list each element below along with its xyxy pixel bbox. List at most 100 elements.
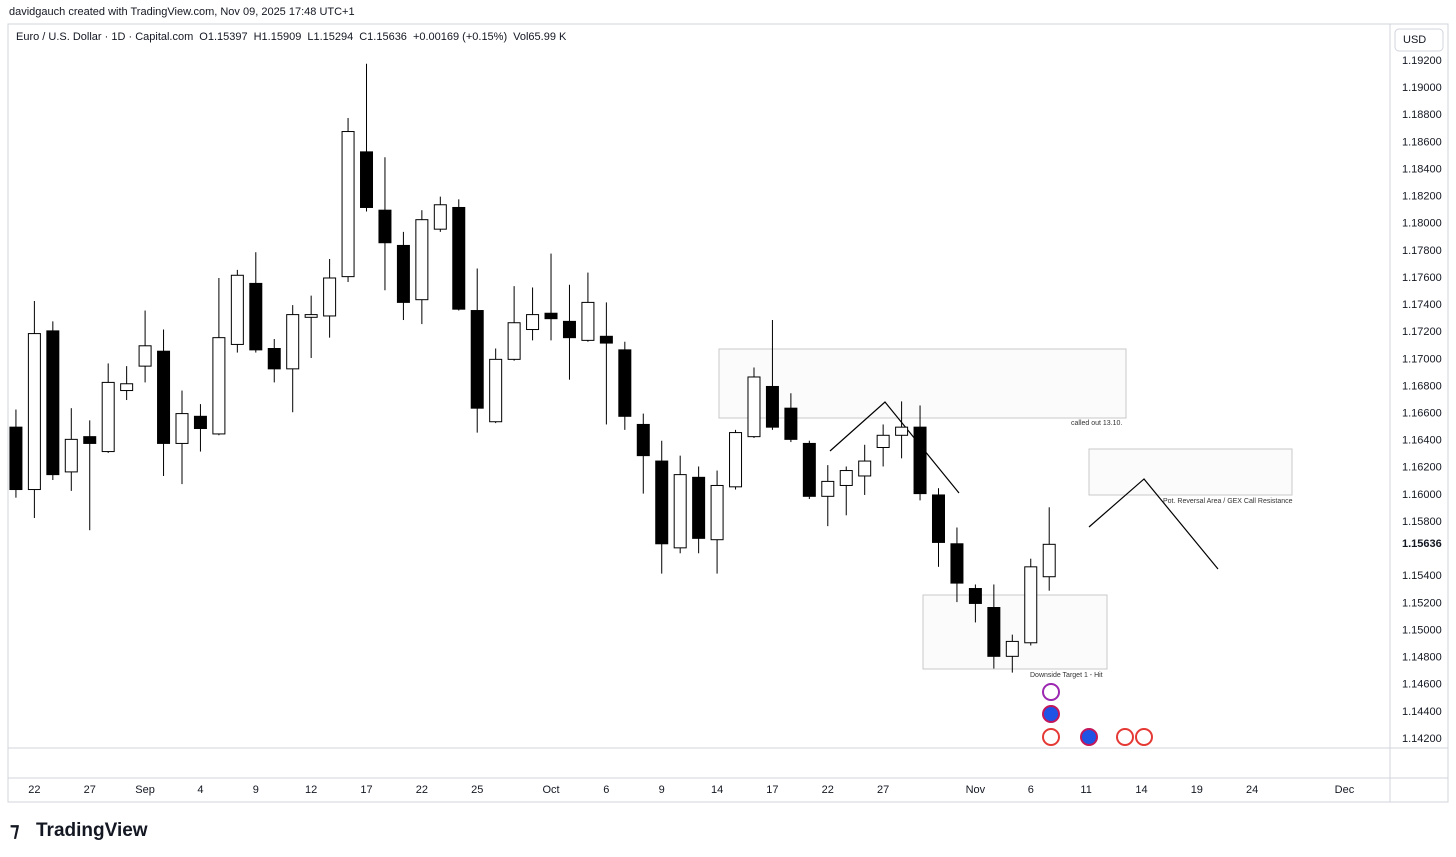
x-tick-label: 22 bbox=[822, 784, 834, 796]
candle-body bbox=[323, 277, 337, 317]
candle-body bbox=[286, 314, 300, 370]
x-tick-label: Nov bbox=[966, 784, 986, 796]
x-tick-label: 22 bbox=[28, 784, 40, 796]
candle-body bbox=[9, 426, 23, 491]
y-tick-label: 1.15400 bbox=[1402, 570, 1442, 582]
candle-body bbox=[913, 426, 927, 495]
candle-body bbox=[433, 204, 447, 230]
x-tick-label: 6 bbox=[1028, 784, 1034, 796]
candle-body bbox=[765, 385, 779, 428]
event-icons bbox=[1042, 683, 1153, 746]
x-tick-label: 27 bbox=[877, 784, 889, 796]
candle-body bbox=[83, 436, 97, 444]
y-tick-label: 1.18000 bbox=[1402, 218, 1442, 230]
candle-body bbox=[581, 301, 595, 341]
x-tick-label: Dec bbox=[1335, 784, 1355, 796]
candle-body bbox=[101, 381, 115, 453]
candle-body bbox=[304, 314, 318, 318]
x-tick-label: 17 bbox=[766, 784, 778, 796]
y-tick-label: 1.19000 bbox=[1402, 82, 1442, 94]
zone-box bbox=[922, 594, 1108, 670]
y-tick-label: 1.16800 bbox=[1402, 380, 1442, 392]
candle-body bbox=[175, 413, 189, 444]
credit: davidgauch created with TradingView.com,… bbox=[9, 6, 355, 18]
candle-body bbox=[27, 333, 41, 491]
candle-body bbox=[692, 476, 706, 539]
y-tick-label: 1.17600 bbox=[1402, 272, 1442, 284]
candle-body bbox=[193, 415, 207, 430]
candle-body bbox=[138, 345, 152, 367]
annotation: called out 13.10. bbox=[1071, 420, 1122, 427]
candle-body bbox=[230, 274, 244, 345]
y-tick-label: 1.14400 bbox=[1402, 706, 1442, 718]
legend-open: O1.15397 bbox=[199, 31, 247, 43]
x-tick-label: 17 bbox=[360, 784, 372, 796]
candle-body bbox=[507, 322, 521, 360]
candle-body bbox=[729, 432, 743, 488]
candle-body bbox=[396, 244, 410, 303]
candle-body bbox=[655, 460, 669, 545]
event-icon[interactable] bbox=[1042, 705, 1060, 723]
event-icon[interactable] bbox=[1042, 683, 1060, 701]
x-tick-label: 24 bbox=[1246, 784, 1258, 796]
legend-low: L1.15294 bbox=[307, 31, 353, 43]
y-tick-label: 1.14600 bbox=[1402, 679, 1442, 691]
candle-body bbox=[858, 460, 872, 477]
event-icon[interactable] bbox=[1135, 728, 1153, 746]
y-tick-label: 1.16000 bbox=[1402, 489, 1442, 501]
x-tick-label: 6 bbox=[603, 784, 609, 796]
currency-button[interactable] bbox=[1394, 28, 1444, 52]
candle-body bbox=[802, 442, 816, 497]
currency-label[interactable]: USD bbox=[1403, 34, 1426, 46]
x-tick-label: 27 bbox=[84, 784, 96, 796]
candle-body bbox=[1024, 566, 1038, 644]
candle-body bbox=[987, 607, 1001, 657]
legend: Euro / U.S. Dollar · 1D · Capital.com O1.… bbox=[16, 31, 567, 43]
annotation: Pot. Reversal Area / GEX Call Resistance bbox=[1163, 498, 1293, 505]
candle-body bbox=[784, 407, 798, 440]
candle-body bbox=[931, 494, 945, 543]
y-tick-label: 1.16200 bbox=[1402, 462, 1442, 474]
candle-body bbox=[562, 320, 576, 339]
y-tick-label: 1.18600 bbox=[1402, 136, 1442, 148]
candle-body bbox=[839, 470, 853, 486]
y-tick-label: 1.14800 bbox=[1402, 652, 1442, 664]
candle-body bbox=[747, 376, 761, 438]
event-icon[interactable] bbox=[1042, 728, 1060, 746]
candle-body bbox=[249, 282, 263, 351]
candle-body bbox=[710, 484, 724, 541]
candle-body bbox=[267, 348, 281, 370]
logo: TradingView bbox=[36, 820, 148, 841]
x-tick-label: 11 bbox=[1080, 784, 1091, 796]
candle-body bbox=[157, 350, 171, 444]
candle-body bbox=[46, 330, 60, 476]
legend-volume: Vol65.99 K bbox=[513, 31, 567, 43]
event-icon[interactable] bbox=[1080, 728, 1098, 746]
chart-frame bbox=[7, 23, 1449, 803]
zone-box bbox=[1088, 448, 1293, 496]
candle-body bbox=[378, 209, 392, 244]
x-tick-label: 4 bbox=[197, 784, 203, 796]
x-tick-label: 9 bbox=[253, 784, 259, 796]
candle-body bbox=[821, 480, 835, 497]
legend-high: H1.15909 bbox=[254, 31, 302, 43]
candle-body bbox=[120, 383, 134, 392]
y-tick-label: 1.17400 bbox=[1402, 299, 1442, 311]
candle-body bbox=[64, 438, 78, 473]
candle-body bbox=[895, 426, 909, 436]
event-icon[interactable] bbox=[1116, 728, 1134, 746]
candle-body bbox=[599, 335, 613, 344]
candle-body bbox=[673, 474, 687, 549]
y-tick-label: 1.15800 bbox=[1402, 516, 1442, 528]
y-tick-label: 1.16600 bbox=[1402, 408, 1442, 420]
candle-body bbox=[360, 151, 374, 208]
x-tick-label: 22 bbox=[416, 784, 428, 796]
y-tick-label: 1.18200 bbox=[1402, 191, 1442, 203]
x-tick-label: 12 bbox=[305, 784, 317, 796]
zone-box bbox=[718, 348, 1127, 419]
x-tick-label: 14 bbox=[711, 784, 723, 796]
y-tick-label: 1.14200 bbox=[1402, 733, 1442, 745]
projection-line bbox=[1088, 478, 1219, 570]
candle-body bbox=[636, 423, 650, 457]
